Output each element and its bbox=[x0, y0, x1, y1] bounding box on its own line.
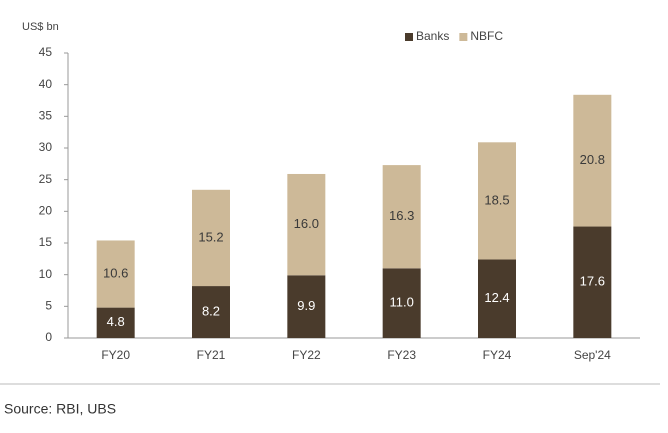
legend-label: NBFC bbox=[470, 29, 503, 43]
value-label: 10.6 bbox=[103, 265, 128, 280]
x-tick-label: FY20 bbox=[101, 348, 130, 362]
value-label: 20.8 bbox=[580, 152, 605, 167]
x-tick-label: FY24 bbox=[483, 348, 512, 362]
value-label: 9.9 bbox=[297, 298, 315, 313]
value-label: 16.0 bbox=[294, 216, 319, 231]
legend-label: Banks bbox=[416, 29, 449, 43]
bar-segment bbox=[573, 94, 612, 227]
bar-segment bbox=[478, 259, 516, 338]
value-label: 15.2 bbox=[198, 229, 223, 244]
y-tick-label: 10 bbox=[39, 267, 53, 281]
y-tick-label: 40 bbox=[39, 77, 53, 91]
bar-segment bbox=[96, 307, 135, 338]
y-axis-label: US$ bn bbox=[22, 21, 59, 33]
y-tick-label: 5 bbox=[45, 299, 52, 313]
value-label: 11.0 bbox=[389, 295, 413, 310]
bar-segment bbox=[287, 173, 326, 276]
y-tick-label: 30 bbox=[39, 140, 53, 154]
x-tick-label: Sep'24 bbox=[574, 348, 611, 362]
value-label: 12.4 bbox=[484, 290, 509, 305]
y-tick-label: 20 bbox=[39, 204, 53, 218]
x-tick-label: FY23 bbox=[387, 348, 416, 362]
bar-segment bbox=[573, 226, 612, 338]
bar-segment bbox=[192, 189, 230, 287]
value-label: 17.6 bbox=[580, 274, 605, 289]
value-label: 18.5 bbox=[484, 192, 509, 207]
y-tick-label: 35 bbox=[39, 109, 53, 123]
x-tick-label: FY21 bbox=[197, 348, 226, 362]
bar-segment bbox=[382, 165, 421, 269]
bar-segment bbox=[287, 275, 326, 338]
bar-segment bbox=[192, 286, 230, 338]
y-tick-label: 25 bbox=[39, 172, 53, 186]
legend-swatch bbox=[405, 33, 413, 41]
legend-swatch bbox=[459, 33, 468, 41]
bar-segment bbox=[478, 142, 516, 260]
y-tick-label: 15 bbox=[39, 235, 53, 249]
x-tick-label: FY22 bbox=[292, 348, 321, 362]
y-tick-label: 0 bbox=[45, 330, 52, 344]
source: Source: RBI, UBS bbox=[4, 401, 116, 417]
value-label: 4.8 bbox=[107, 314, 125, 329]
value-label: 16.3 bbox=[389, 208, 414, 223]
y-tick-label: 45 bbox=[39, 45, 53, 59]
bar-segment bbox=[382, 268, 421, 338]
bar-segment bbox=[96, 240, 135, 308]
value-label: 8.2 bbox=[202, 303, 220, 318]
